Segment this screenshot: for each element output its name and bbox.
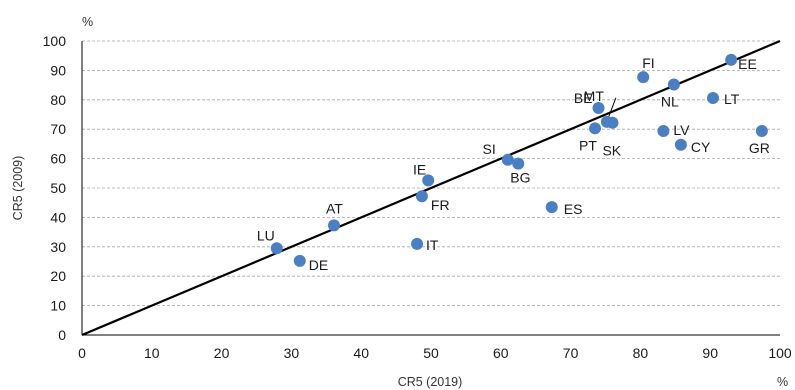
y-tick-label: 30 [50, 239, 66, 255]
x-unit-label: % [777, 375, 788, 389]
y-tick-label: 50 [50, 180, 66, 196]
x-axis-title: CR5 (2019) [398, 375, 463, 389]
point-lt [706, 92, 719, 105]
point-bg [512, 157, 525, 170]
x-tick-label: 70 [563, 345, 579, 361]
mt-leader-line [607, 97, 617, 120]
point-label-fr: FR [431, 197, 450, 213]
point-label-pt: PT [579, 137, 597, 153]
point-label-si: SI [483, 141, 496, 157]
x-tick-label: 0 [78, 345, 86, 361]
reference-line [81, 39, 781, 337]
point-fi [637, 71, 650, 84]
y-tick-label: 80 [50, 92, 66, 108]
point-cy [674, 138, 687, 151]
axes [81, 41, 780, 336]
point-lv [657, 124, 670, 137]
y-tick-label: 20 [50, 268, 66, 284]
point-it [411, 237, 424, 250]
y-tick-label: 60 [50, 151, 66, 167]
point-ie [422, 174, 435, 187]
x-tick-label: 40 [353, 345, 369, 361]
point-label-ee: EE [738, 56, 757, 72]
y-tick-labels: 0 10 20 30 40 50 60 70 80 90 100 [43, 33, 67, 343]
point-pt [589, 122, 602, 135]
point-label-gr: GR [749, 140, 770, 156]
point-label-lu: LU [257, 227, 275, 243]
point-si [501, 153, 514, 166]
x-tick-label: 90 [702, 345, 718, 361]
y-tick-label: 40 [50, 209, 66, 225]
x-tick-label: 30 [284, 345, 300, 361]
point-ee [725, 53, 738, 66]
point-label-be: BE [574, 90, 593, 106]
y-unit-label: % [82, 15, 93, 29]
point-es [545, 201, 558, 214]
y-axis-title: CR5 (2009) [11, 156, 25, 221]
point-label-lv: LV [673, 122, 690, 138]
x-tick-label: 50 [423, 345, 439, 361]
point-label-it: IT [426, 237, 439, 253]
point-label-nl: NL [661, 94, 679, 110]
point-label-fi: FI [642, 55, 654, 71]
point-label-sk: SK [602, 143, 621, 159]
point-label-mt: MT [584, 88, 605, 104]
x-tick-label: 20 [214, 345, 230, 361]
point-sk [606, 116, 619, 129]
point-fr [415, 190, 428, 203]
point-label-at: AT [326, 200, 343, 216]
x-tick-labels: 0 10 20 30 40 50 60 70 80 90 100 [78, 345, 792, 361]
y-tick-label: 10 [50, 298, 66, 314]
y-tick-label: 100 [43, 33, 67, 49]
point-gr [755, 124, 768, 137]
point-label-cy: CY [691, 139, 711, 155]
point-label-de: DE [309, 257, 328, 273]
point-at [327, 219, 340, 232]
point-label-es: ES [564, 201, 583, 217]
point-be [592, 102, 605, 115]
y-tick-label: 90 [50, 62, 66, 78]
y-tick-label: 70 [50, 121, 66, 137]
point-label-lt: LT [724, 91, 740, 107]
point-lu [270, 242, 283, 255]
x-tick-label: 10 [144, 345, 160, 361]
x-tick-label: 60 [493, 345, 509, 361]
data-points [270, 53, 768, 267]
point-nl [667, 78, 680, 91]
x-tick-label: 100 [768, 345, 792, 361]
x-tick-label: 80 [633, 345, 649, 361]
reference-line-group [81, 39, 781, 337]
point-label-bg: BG [510, 170, 530, 186]
point-de [293, 254, 306, 267]
point-label-ie: IE [413, 161, 426, 177]
y-tick-label: 0 [58, 327, 66, 343]
